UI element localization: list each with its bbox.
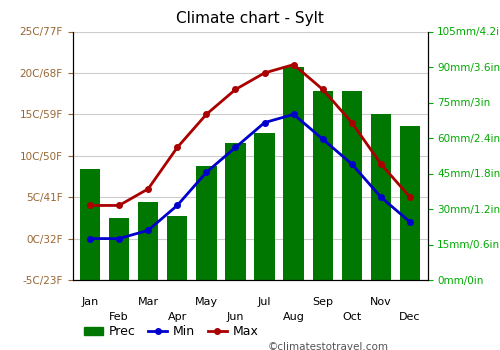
Bar bbox=[109, 218, 129, 280]
Text: Aug: Aug bbox=[282, 312, 304, 322]
Text: May: May bbox=[195, 298, 218, 307]
Text: Jun: Jun bbox=[226, 312, 244, 322]
Bar bbox=[254, 133, 274, 280]
Text: Sep: Sep bbox=[312, 298, 333, 307]
Text: Oct: Oct bbox=[342, 312, 361, 322]
Bar bbox=[342, 91, 362, 280]
Bar bbox=[196, 166, 216, 280]
Text: Feb: Feb bbox=[109, 312, 129, 322]
Text: Jan: Jan bbox=[82, 298, 98, 307]
Bar bbox=[80, 169, 100, 280]
Bar bbox=[167, 216, 188, 280]
Text: Dec: Dec bbox=[400, 312, 421, 322]
Bar bbox=[284, 67, 304, 280]
Legend: Prec, Min, Max: Prec, Min, Max bbox=[79, 320, 264, 343]
Bar bbox=[226, 143, 246, 280]
Text: Jul: Jul bbox=[258, 298, 272, 307]
Text: ©climatestotravel.com: ©climatestotravel.com bbox=[268, 342, 389, 350]
Bar bbox=[138, 202, 158, 280]
Bar bbox=[371, 114, 391, 280]
Text: Mar: Mar bbox=[138, 298, 158, 307]
Bar bbox=[312, 91, 333, 280]
Bar bbox=[400, 126, 420, 280]
Text: Apr: Apr bbox=[168, 312, 187, 322]
Text: Nov: Nov bbox=[370, 298, 392, 307]
Title: Climate chart - Sylt: Climate chart - Sylt bbox=[176, 11, 324, 26]
